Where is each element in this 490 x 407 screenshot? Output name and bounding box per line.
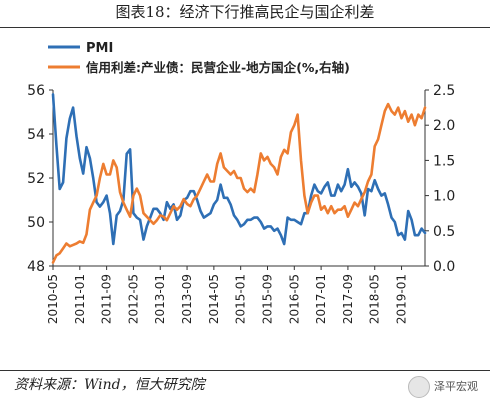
credit-spread-series-line (51, 102, 427, 264)
left-axis-ticks: 48 50 52 54 56 (27, 83, 53, 275)
right-axis-ticks: 0.0 0.5 1.0 1.5 2.0 2.5 (425, 83, 455, 275)
x-tick-label: 2017-01 (314, 274, 328, 324)
watermark: 泽平宏观 (408, 376, 478, 398)
chart-title: 图表18：经济下行推高民企与国企利差 (115, 3, 375, 21)
left-tick-label: 56 (27, 83, 45, 99)
right-tick-label: 1.0 (433, 189, 455, 205)
x-tick-label: 2014-05 (207, 274, 221, 324)
x-tick-label: 2010-05 (46, 274, 60, 324)
x-tick-label: 2011-01 (73, 274, 87, 324)
pmi-series-line (51, 93, 427, 246)
legend-label-pmi: PMI (86, 41, 113, 56)
left-tick-label: 48 (27, 259, 45, 275)
right-tick-label: 0.0 (433, 259, 455, 275)
x-tick-label: 2018-05 (368, 274, 382, 324)
watermark-text: 泽平宏观 (434, 380, 478, 393)
x-tick-label: 2015-01 (234, 274, 248, 324)
right-tick-label: 2.0 (433, 118, 455, 134)
series-lines (51, 93, 427, 264)
x-tick-label: 2017-09 (341, 274, 355, 324)
dual-axis-line-chart: PMI 信用利差:产业债：民营企业-地方国企(%,右轴) 4850525456 … (27, 41, 455, 324)
legend-label-spread: 信用利差:产业债：民营企业-地方国企(%,右轴) (86, 60, 350, 75)
left-tick-label: 50 (27, 215, 45, 231)
x-tick-label: 2015-09 (260, 274, 274, 324)
left-tick-label: 54 (27, 127, 45, 143)
right-tick-label: 2.5 (433, 83, 455, 99)
left-tick-label: 52 (27, 171, 45, 187)
right-tick-label: 1.5 (433, 153, 455, 169)
legend: PMI 信用利差:产业债：民营企业-地方国企(%,右轴) (48, 41, 350, 75)
top-rule (0, 27, 490, 28)
x-tick-label: 2016-05 (287, 274, 301, 324)
x-tick-label: 2011-09 (100, 274, 114, 324)
wechat-logo-icon (408, 376, 430, 398)
x-tick-label: 2019-01 (395, 274, 409, 324)
x-tick-label: 2012-05 (126, 274, 140, 324)
source-note: 资料来源：Wind，恒大研究院 (14, 377, 205, 393)
right-tick-label: 0.5 (433, 224, 455, 240)
bottom-rule (0, 370, 490, 371)
x-tick-label: 2013-09 (180, 274, 194, 324)
x-tick-label: 2013-01 (153, 274, 167, 324)
x-axis-ticks: 2010-05 2011-01 2011-09 2012-05 2013-01 2013-… (46, 266, 409, 324)
